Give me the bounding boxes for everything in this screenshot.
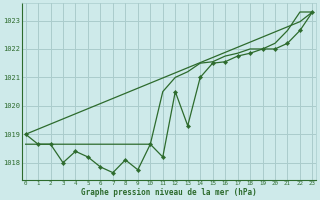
X-axis label: Graphe pression niveau de la mer (hPa): Graphe pression niveau de la mer (hPa): [81, 188, 257, 197]
